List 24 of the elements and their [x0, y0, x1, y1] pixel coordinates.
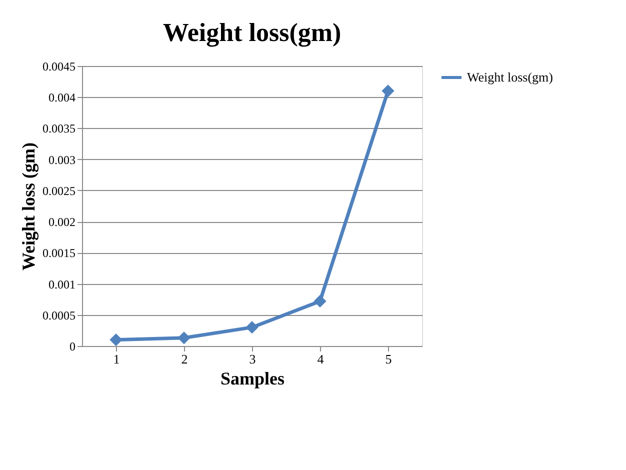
y-tick-label: 0.002	[48, 215, 76, 230]
point	[110, 333, 122, 346]
x-tick-label: 1	[113, 352, 120, 366]
x-axis-title: Samples	[220, 368, 285, 388]
y-tick-label: 0.001	[48, 277, 76, 292]
y-tick-label: 0.0025	[42, 184, 76, 198]
y-axis-title: Weight loss (gm)	[18, 142, 38, 270]
point	[246, 321, 258, 334]
y-tick-label: 0	[70, 340, 76, 354]
y-tick-label: 0.0035	[42, 122, 76, 136]
y-tick-label: 0.0015	[42, 246, 76, 260]
y-tick-label: 0.0045	[42, 60, 76, 74]
x-tick-label: 3	[249, 352, 256, 366]
point	[314, 294, 326, 308]
x-tick-label: 4	[317, 352, 324, 366]
legend-label: Weight loss(gm)	[467, 70, 553, 84]
y-tick-label: 0.004	[48, 90, 76, 105]
x-tick-label: 5	[385, 352, 392, 366]
x-tick-label: 2	[181, 352, 188, 366]
y-tick-label: 0.003	[48, 152, 76, 167]
point	[382, 84, 394, 98]
point	[178, 332, 190, 344]
chart-title: Weight loss(gm)	[162, 18, 342, 47]
y-tick-label: 0.0005	[42, 308, 76, 322]
